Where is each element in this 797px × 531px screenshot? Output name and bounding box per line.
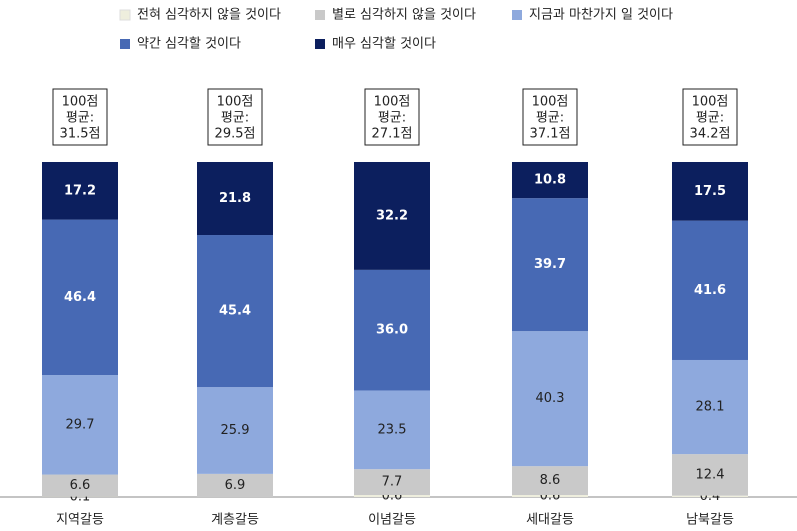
value-label: 8.6 — [540, 473, 561, 488]
value-label: 6.9 — [225, 478, 246, 493]
bar-segment — [42, 162, 118, 220]
value-label: 23.5 — [378, 422, 407, 437]
bar-segment — [672, 220, 748, 360]
bar-segment — [354, 269, 430, 391]
value-label: 7.7 — [382, 475, 403, 490]
annotation-text: 100점 — [62, 95, 99, 110]
x-tick-label: 계층갈등 — [211, 513, 259, 528]
value-label: 10.8 — [534, 173, 566, 188]
x-tick-label: 이념갈등 — [368, 513, 416, 528]
legend-label: 약간 심각할 것이다 — [137, 37, 241, 52]
value-label: 17.2 — [64, 183, 96, 198]
legend-label: 매우 심각할 것이다 — [332, 37, 436, 52]
bar-segment — [42, 474, 118, 497]
legend-swatch — [315, 10, 325, 20]
annotation-box — [207, 88, 263, 146]
bar-segment — [42, 219, 118, 376]
bar-segment — [354, 390, 430, 470]
bar-segment — [354, 469, 430, 495]
bar-segment — [197, 473, 273, 497]
x-tick-label: 남북갈등 — [686, 513, 734, 528]
annotation-box — [522, 88, 578, 146]
bar-segment — [512, 162, 588, 199]
annotation-text: 평균: — [696, 111, 724, 126]
bar-segment — [197, 387, 273, 474]
value-label: 45.4 — [219, 304, 251, 319]
annotation-text: 27.1점 — [372, 127, 413, 142]
bar-segment — [672, 162, 748, 221]
x-tick-label: 세대갈등 — [526, 513, 574, 528]
legend-swatch — [512, 10, 522, 20]
bar-segment — [354, 162, 430, 270]
bar-segment — [512, 198, 588, 332]
legend-label: 전혀 심각하지 않을 것이다 — [137, 8, 281, 23]
annotation-text: 평균: — [221, 111, 249, 126]
bar-segment — [354, 494, 430, 497]
bar-segment — [512, 466, 588, 495]
value-label: 6.6 — [70, 478, 91, 493]
value-label: 46.4 — [64, 290, 96, 305]
value-label: 17.5 — [694, 184, 726, 199]
bar-segment — [672, 454, 748, 496]
value-label: 28.1 — [696, 400, 725, 415]
value-label: 41.6 — [694, 283, 726, 298]
value-label: 21.8 — [219, 191, 251, 206]
annotation-text: 평균: — [378, 111, 406, 126]
value-label: 12.4 — [696, 467, 725, 482]
annotation-text: 29.5점 — [215, 127, 256, 142]
bar-segment — [672, 495, 748, 497]
legend-label: 지금과 마찬가지 일 것이다 — [529, 8, 673, 23]
annotation-box — [52, 88, 108, 146]
annotation-box — [682, 88, 738, 146]
legend-swatch — [119, 9, 131, 21]
value-label: 25.9 — [221, 423, 250, 438]
legend-swatch — [120, 39, 130, 49]
value-label: 32.2 — [376, 208, 408, 223]
annotation-text: 37.1점 — [530, 127, 571, 142]
annotation-text: 34.2점 — [690, 127, 731, 142]
value-label: 29.7 — [66, 417, 95, 432]
bar-segment — [512, 494, 588, 497]
annotation-text: 평균: — [536, 111, 564, 126]
annotation-text: 100점 — [692, 95, 729, 110]
annotation-text: 100점 — [374, 95, 411, 110]
annotation-text: 31.5점 — [60, 127, 101, 142]
annotation-text: 100점 — [217, 95, 254, 110]
bar-segment — [197, 235, 273, 388]
value-label: 36.0 — [376, 323, 408, 338]
value-label: 39.7 — [534, 257, 566, 272]
bar-segment — [42, 375, 118, 475]
bar-segment — [512, 331, 588, 467]
x-tick-label: 지역갈등 — [56, 513, 104, 528]
value-label: 40.3 — [536, 391, 565, 406]
annotation-box — [364, 88, 420, 146]
bar-segment — [672, 359, 748, 455]
annotation-text: 평균: — [66, 111, 94, 126]
legend-label: 별로 심각하지 않을 것이다 — [332, 8, 476, 23]
legend-swatch — [315, 39, 325, 49]
bar-segment — [197, 162, 273, 236]
annotation-text: 100점 — [532, 95, 569, 110]
